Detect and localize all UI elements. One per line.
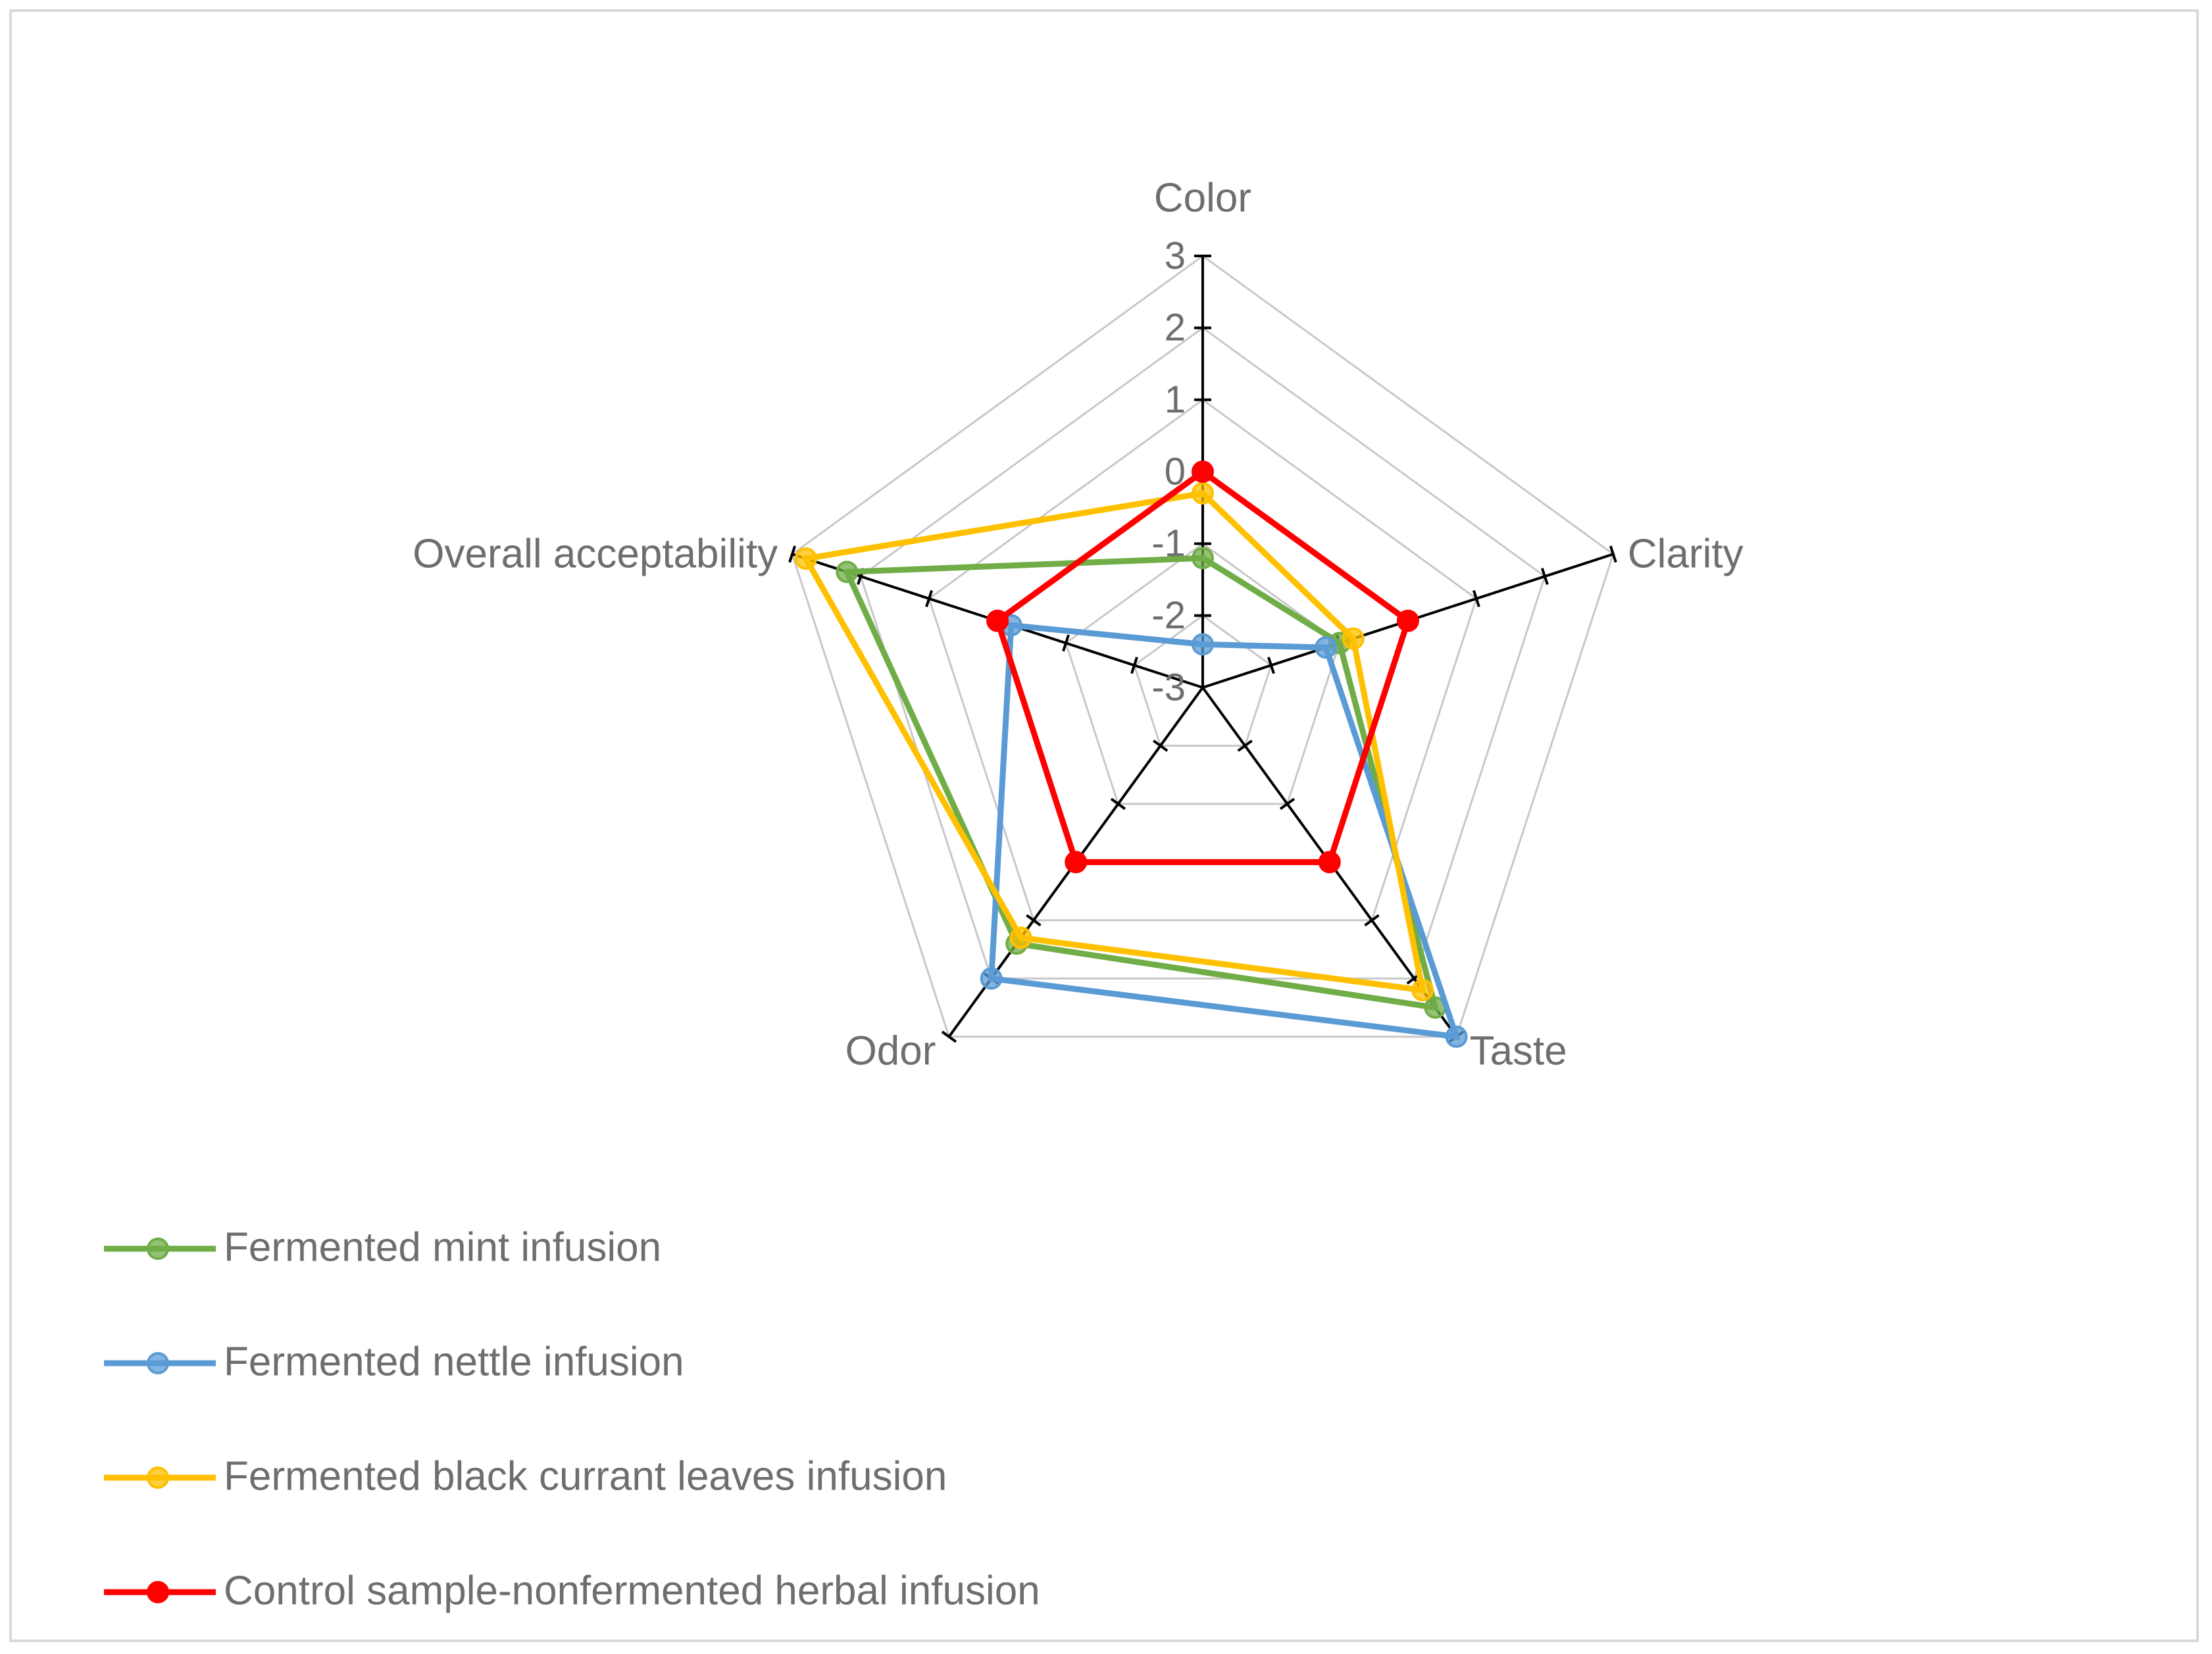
series-fermented-nettle-infusion: [980, 614, 1468, 1048]
series-line: [842, 555, 1440, 1011]
data-point: [836, 561, 859, 584]
axis-label-overall-acceptability: Overall acceptability: [413, 532, 778, 577]
data-point: [1396, 609, 1419, 632]
gridline-ring: [791, 255, 1615, 1038]
axis-label-color: Color: [1154, 175, 1251, 220]
legend-swatch-marker: [147, 1238, 169, 1260]
axis-tick: [1153, 739, 1169, 752]
axis-tick: [1062, 634, 1070, 652]
axis-tick: [1110, 797, 1126, 811]
axis-tick: [1279, 797, 1295, 811]
axis-tick: [788, 545, 797, 563]
legend: Fermented mint infusion Fermented nettle …: [104, 1224, 1040, 1613]
axis-tick: [1364, 914, 1380, 927]
axis-tick: [1237, 739, 1253, 752]
legend-swatch-marker: [147, 1352, 169, 1374]
data-point: [1192, 482, 1214, 505]
data-point: [794, 547, 817, 570]
data-point: [1318, 851, 1341, 874]
legend-item: Fermented mint infusion: [104, 1224, 661, 1270]
axis-tick: [1540, 568, 1549, 586]
data-point: [1192, 461, 1214, 483]
tick-label: -2: [1151, 594, 1186, 637]
series-fermented-black-currant-leaves-infusion: [794, 482, 1434, 1001]
series-control-sample-nonfermented-herbal-infusion: [986, 461, 1419, 874]
data-point: [1411, 978, 1434, 1001]
legend-label: Fermented mint infusion: [224, 1224, 661, 1270]
legend-label: Fermented black currant leaves infusion: [224, 1453, 947, 1499]
data-point: [980, 967, 1003, 990]
axis-tick: [941, 1030, 957, 1043]
axis-label-odor: Odor: [845, 1028, 936, 1074]
data-point: [1445, 1025, 1468, 1048]
axis-labels: Color Clarity Taste Odor Overall acceptabili…: [413, 175, 1743, 1074]
tick-label: 1: [1165, 378, 1186, 421]
axis-tick: [1472, 589, 1480, 607]
axis-tick: [1609, 545, 1617, 563]
data-point: [1009, 926, 1032, 949]
series-layer: [794, 461, 1468, 1048]
legend-label: Fermented nettle infusion: [224, 1339, 684, 1384]
tick-label: -3: [1151, 666, 1186, 709]
axis-tick: [925, 589, 933, 607]
data-point: [1192, 547, 1214, 570]
data-point: [1192, 633, 1214, 656]
gridline-ring: [1133, 614, 1272, 747]
axis-label-clarity: Clarity: [1628, 532, 1744, 577]
axis-tick: [1130, 657, 1138, 674]
data-point: [1065, 851, 1088, 874]
legend-item: Fermented nettle infusion: [104, 1339, 684, 1384]
series-line: [988, 622, 1461, 1041]
legend-label: Control sample-nonfermented herbal infus…: [224, 1568, 1040, 1613]
legend-swatch-marker: [147, 1581, 169, 1603]
legend-swatch-marker: [147, 1466, 169, 1489]
axis-label-taste: Taste: [1470, 1028, 1567, 1074]
tick-label: 2: [1165, 307, 1186, 349]
series-line: [801, 489, 1426, 994]
series-line: [993, 468, 1412, 865]
data-point: [1342, 627, 1365, 650]
tick-label: 3: [1165, 234, 1186, 277]
data-point: [986, 609, 1009, 632]
gridline-ring: [859, 326, 1546, 980]
data-point: [1315, 636, 1338, 659]
legend-item: Control sample-nonfermented herbal infus…: [104, 1568, 1040, 1613]
legend-item: Fermented black currant leaves infusion: [104, 1453, 947, 1499]
chart-frame: 3 2 1 0 -1 -2 -3 Color Clarity Taste Odor Overall …: [9, 9, 2199, 1642]
axis-tick: [1267, 657, 1275, 674]
axis-tick: [1026, 914, 1042, 927]
